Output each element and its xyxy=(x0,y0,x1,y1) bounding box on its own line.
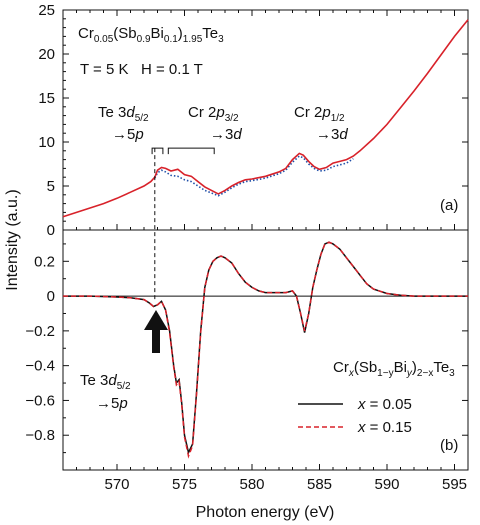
panel-b-xtick-label-1: 575 xyxy=(172,476,197,493)
panel-b-xmcd: −0.8 −0.6 −0.4 −0.2 0 0.2 570 575 580 585 590 595 T… xyxy=(25,229,469,493)
te-edge-arrow xyxy=(144,310,168,353)
panel-b-series-1 xyxy=(63,241,468,459)
legend-title: Crx(Sb1−yBiy)2−xTe3 xyxy=(333,359,455,379)
annotation-te-3d-a-line2: →5p xyxy=(112,126,144,143)
arrow-shaft xyxy=(152,329,160,353)
panel-b-ytick-label-4: 0 xyxy=(47,288,55,305)
panel-a-series-0 xyxy=(62,19,469,218)
panel-a-ytick-label-5: 25 xyxy=(38,2,55,19)
panel-b-label: (b) xyxy=(440,437,458,454)
panel-b-xtick-label-4: 590 xyxy=(374,476,399,493)
annotation-te-3d-a: Te 3d5/2 xyxy=(98,104,149,124)
panel-a-ytick-label-1: 5 xyxy=(47,178,55,195)
panel-b-xtick-label-5: 595 xyxy=(442,476,467,493)
annotation-cr-2p12: Cr 2p1/2 xyxy=(294,104,345,124)
panel-a-absorption: 0 5 10 15 20 25 Cr0.05(Sb0.9Bi0.1)1.95Te3 T =… xyxy=(38,2,469,239)
panel-a-series-1 xyxy=(154,155,354,197)
annotation-cr-2p32-line2: →3d xyxy=(210,126,242,143)
y-axis-title: Intensity (a.u.) xyxy=(4,189,21,290)
legend: Crx(Sb1−yBiy)2−xTe3 x = 0.05 x = 0.15 xyxy=(298,359,455,436)
x-axis-title: Photon energy (eV) xyxy=(196,504,335,521)
panel-b-ytick-label-5: 0.2 xyxy=(34,253,55,270)
panel-b-ytick-label-3: −0.2 xyxy=(25,323,55,340)
panel-a-ytick-label-4: 20 xyxy=(38,46,55,63)
panel-a-label: (a) xyxy=(440,197,458,214)
panel-a-ytick-label-3: 15 xyxy=(38,90,55,107)
legend-label-x015: x = 0.15 xyxy=(357,419,412,436)
panel-b-axis-ticks: −0.8 −0.6 −0.4 −0.2 0 0.2 570 575 580 585 590 595 xyxy=(25,243,469,493)
panel-b-xtick-label-3: 585 xyxy=(307,476,332,493)
panel-b-series xyxy=(63,241,468,459)
panel-b-xtick-label-2: 580 xyxy=(239,476,264,493)
panel-b-ytick-label-1: −0.6 xyxy=(25,392,55,409)
bracket-1 xyxy=(167,147,215,155)
arrow-head xyxy=(144,310,168,330)
panel-a-sample-title: Cr0.05(Sb0.9Bi0.1)1.95Te3 xyxy=(78,25,224,45)
panel-b-ytick-label-0: −0.8 xyxy=(25,427,55,444)
panel-a-transition-marks xyxy=(151,147,215,155)
annotation-cr-2p32: Cr 2p3/2 xyxy=(188,104,239,124)
panel-b-xtick-label-0: 570 xyxy=(104,476,129,493)
panel-b-ytick-label-2: −0.4 xyxy=(25,358,55,375)
annotation-cr-2p12-line2: →3d xyxy=(316,126,348,143)
bracket-0 xyxy=(151,147,164,155)
annotation-te-3d-b: Te 3d5/2 xyxy=(80,372,131,392)
legend-label-x005: x = 0.05 xyxy=(357,396,412,413)
panel-a-conditions: T = 5 K H = 0.1 T xyxy=(80,61,203,78)
annotation-te-3d-b-line2: →5p xyxy=(96,395,128,412)
panel-a-ytick-label-2: 10 xyxy=(38,134,55,151)
panel-a-ytick-label-0: 0 xyxy=(47,222,55,239)
panel-a-series xyxy=(62,19,469,218)
